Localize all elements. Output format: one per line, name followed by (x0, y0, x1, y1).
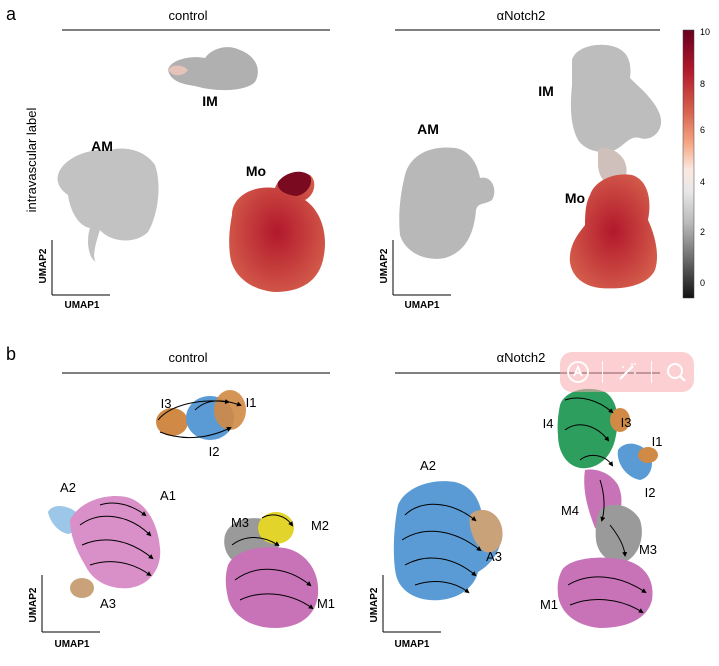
a1-cluster-control (70, 496, 161, 589)
search-icon[interactable] (663, 359, 689, 385)
i1-cluster-notch (638, 447, 658, 463)
im-cluster-control-tint (168, 65, 188, 76)
panel-a-ylabel: intravascular label (24, 108, 39, 213)
colorbar-tick: 2 (700, 227, 705, 237)
label-i2-notch: I2 (645, 485, 656, 500)
panel-a-control-title: control (168, 8, 207, 23)
colorbar (682, 29, 695, 299)
panel-b-letter: b (6, 344, 16, 364)
label-a2-control: A2 (60, 480, 76, 495)
i4-cluster-notch (557, 388, 618, 469)
toolbar-separator (650, 361, 652, 383)
label-m4-notch: M4 (561, 503, 579, 518)
colorbar-tick: 8 (700, 79, 705, 89)
mo-cluster-control-hot (277, 171, 312, 196)
a3-cluster-control (70, 578, 94, 598)
label-a3-notch: A3 (486, 549, 502, 564)
panel-b-control-axes (41, 575, 100, 633)
magic-wand-icon[interactable] (614, 359, 640, 385)
panel-b-control-xaxis: UMAP1 (54, 639, 89, 650)
label-i3-notch: I3 (621, 415, 632, 430)
label-i3-control: I3 (161, 396, 172, 411)
m1-cluster-control (225, 547, 319, 628)
label-a3-control: A3 (100, 596, 116, 611)
panel-a-notch-title: αNotch2 (497, 8, 546, 23)
panel-b-notch-yaxis: UMAP2 (369, 587, 380, 622)
label-am-control: AM (91, 138, 113, 154)
label-im-control: IM (202, 93, 218, 109)
colorbar-tick: 4 (700, 177, 705, 187)
colorbar-tick: 6 (700, 125, 705, 135)
label-m3-notch: M3 (639, 542, 657, 557)
panel-a-control-yaxis: UMAP2 (38, 248, 49, 283)
label-m1-notch: M1 (540, 597, 558, 612)
panel-b-control-title: control (168, 350, 207, 365)
panel-a-letter: a (6, 4, 17, 24)
a3-cluster-notch (469, 509, 503, 553)
label-mo-control: Mo (246, 163, 266, 179)
panel-b-notch-a-clusters (393, 481, 503, 601)
panel-b-control-yaxis: UMAP2 (28, 587, 39, 622)
m1-cluster-notch (557, 557, 653, 628)
image-toolbar (560, 352, 694, 392)
label-mo-notch: Mo (565, 190, 585, 206)
panel-a-notch-yaxis: UMAP2 (379, 248, 390, 283)
label-a2-notch: A2 (420, 458, 436, 473)
panel-a-notch-axes (392, 240, 451, 296)
am-cluster-control (57, 148, 159, 262)
label-m1-control: M1 (317, 596, 335, 611)
a2-cluster-notch (393, 481, 502, 601)
label-i4-notch: I4 (543, 416, 554, 431)
mo-cluster-control (229, 172, 326, 292)
panel-a-notch-scatter (399, 44, 662, 289)
am-cluster-notch (399, 147, 495, 259)
i3-cluster-notch (610, 408, 630, 432)
panel-a-control-axes (51, 240, 110, 296)
ai-assistant-icon[interactable] (565, 359, 591, 385)
i1-cluster-control (214, 390, 246, 430)
panel-a-control-scatter (57, 47, 326, 292)
mo-cluster-notch (569, 174, 658, 289)
panel-b-control-a-clusters (48, 496, 161, 598)
im-cluster-control (168, 47, 258, 91)
panel-b-notch-title: αNotch2 (497, 350, 546, 365)
im-cluster-notch (570, 44, 662, 152)
label-i1-notch: I1 (652, 434, 663, 449)
panel-a-control-xaxis: UMAP1 (64, 300, 99, 311)
panel-a-notch-xaxis: UMAP1 (404, 300, 439, 311)
panel-b-notch-xaxis: UMAP1 (394, 639, 429, 650)
colorbar-tick: 0 (700, 278, 705, 288)
label-im-notch: IM (538, 83, 554, 99)
colorbar-tick: 10 (700, 27, 710, 37)
panel-b-notch-im-clusters (557, 388, 658, 628)
panel-b-notch-axes (382, 575, 441, 633)
panel-b-control-i-clusters (156, 390, 246, 440)
i3-cluster-control (156, 408, 188, 436)
colorbar-ticks: 10 8 6 4 2 0 (700, 27, 710, 288)
panel-b-control-m-clusters (224, 512, 319, 628)
label-am-notch: AM (417, 121, 439, 137)
label-m2-control: M2 (311, 518, 329, 533)
toolbar-separator (602, 361, 604, 383)
label-i1-control: I1 (246, 395, 257, 410)
m2-cluster-control (258, 512, 294, 544)
label-m3-control: M3 (231, 515, 249, 530)
label-a1-control: A1 (160, 488, 176, 503)
label-i2-control: I2 (209, 444, 220, 459)
m3-cluster-notch (595, 504, 642, 563)
